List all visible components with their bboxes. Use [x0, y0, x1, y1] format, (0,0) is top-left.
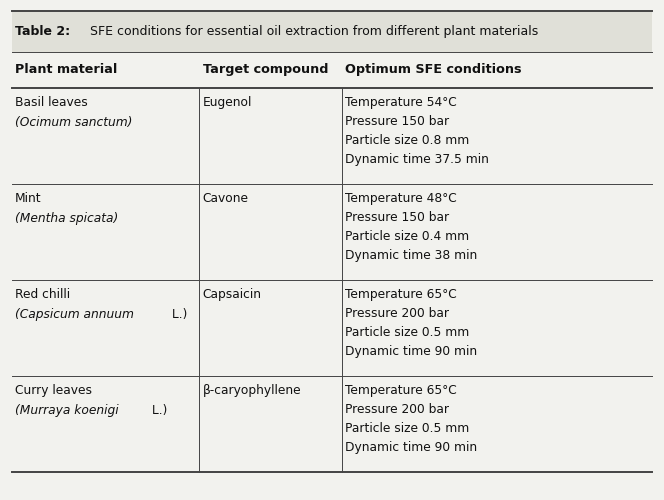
Text: Dynamic time 38 min: Dynamic time 38 min — [345, 249, 477, 262]
Text: Curry leaves: Curry leaves — [15, 384, 92, 397]
Text: Temperature 48°C: Temperature 48°C — [345, 192, 457, 205]
Bar — [12, 52, 652, 88]
Text: Particle size 0.4 mm: Particle size 0.4 mm — [345, 230, 469, 243]
Text: (Capsicum annuum: (Capsicum annuum — [15, 308, 133, 321]
Text: Dynamic time 37.5 min: Dynamic time 37.5 min — [345, 153, 489, 166]
Text: Dynamic time 90 min: Dynamic time 90 min — [345, 441, 477, 454]
Bar — [12, 280, 652, 376]
Text: Basil leaves: Basil leaves — [15, 96, 88, 109]
Text: Pressure 200 bar: Pressure 200 bar — [345, 403, 450, 416]
Text: Target compound: Target compound — [203, 64, 328, 76]
Text: Mint: Mint — [15, 192, 41, 205]
Text: SFE conditions for essential oil extraction from different plant materials: SFE conditions for essential oil extract… — [86, 25, 538, 38]
Text: (Mentha spicata): (Mentha spicata) — [15, 212, 118, 225]
Text: Eugenol: Eugenol — [203, 96, 252, 109]
Bar — [12, 184, 652, 280]
Text: Pressure 150 bar: Pressure 150 bar — [345, 211, 450, 224]
Text: Cavone: Cavone — [203, 192, 248, 205]
Text: Dynamic time 90 min: Dynamic time 90 min — [345, 345, 477, 358]
Text: L.): L.) — [168, 308, 187, 321]
Text: Temperature 65°C: Temperature 65°C — [345, 288, 457, 301]
Text: Pressure 150 bar: Pressure 150 bar — [345, 115, 450, 128]
Text: Pressure 200 bar: Pressure 200 bar — [345, 307, 450, 320]
Text: Particle size 0.5 mm: Particle size 0.5 mm — [345, 422, 469, 435]
Text: Optimum SFE conditions: Optimum SFE conditions — [345, 64, 522, 76]
Text: Capsaicin: Capsaicin — [203, 288, 262, 301]
Text: Particle size 0.5 mm: Particle size 0.5 mm — [345, 326, 469, 339]
Text: Red chilli: Red chilli — [15, 288, 70, 301]
Text: Temperature 65°C: Temperature 65°C — [345, 384, 457, 397]
Text: β-caryophyllene: β-caryophyllene — [203, 384, 301, 397]
Text: L.): L.) — [148, 404, 168, 417]
Text: Temperature 54°C: Temperature 54°C — [345, 96, 457, 109]
Text: (Ocimum sanctum): (Ocimum sanctum) — [15, 116, 132, 129]
Text: Particle size 0.8 mm: Particle size 0.8 mm — [345, 134, 469, 147]
Bar — [12, 376, 652, 472]
Text: (Murraya koenigi: (Murraya koenigi — [15, 404, 118, 417]
Bar — [12, 11, 652, 52]
Text: Plant material: Plant material — [15, 64, 117, 76]
Bar — [12, 88, 652, 184]
Text: Table 2:: Table 2: — [15, 25, 70, 38]
